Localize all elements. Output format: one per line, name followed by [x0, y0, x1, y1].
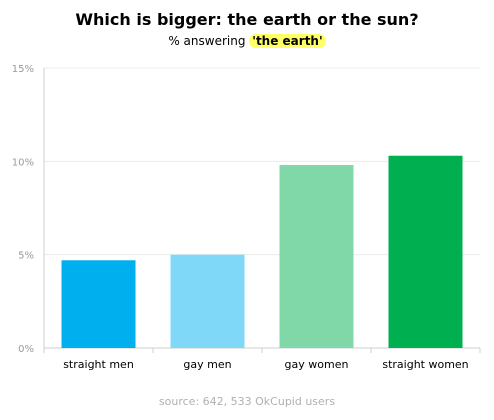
bar-straight-women: [388, 155, 463, 348]
subtitle-prefix: % answering: [168, 34, 250, 48]
chart-subtitle: % answering 'the earth': [0, 34, 494, 48]
y-tick-label: 15%: [12, 64, 34, 75]
bar-chart: 0% 5% 10% 15% straight men gay men gay women st…: [12, 64, 481, 371]
bar-gay-men: [170, 254, 245, 348]
y-tick-label: 0%: [18, 344, 34, 355]
x-tick-label: gay men: [183, 358, 231, 371]
y-tick-label: 5%: [18, 251, 34, 262]
bar-gay-women: [279, 165, 354, 348]
subtitle-highlight: 'the earth': [249, 34, 326, 48]
chart-source: source: 642, 533 OkCupid users: [158, 395, 336, 408]
y-tick-label: 10%: [12, 157, 34, 168]
x-tick-label: gay women: [285, 358, 349, 371]
bar-straight-men: [61, 260, 136, 348]
x-tick-label: straight women: [382, 358, 468, 371]
chart-title: Which is bigger: the earth or the sun?: [75, 10, 419, 29]
x-tick-label: straight men: [63, 358, 134, 371]
